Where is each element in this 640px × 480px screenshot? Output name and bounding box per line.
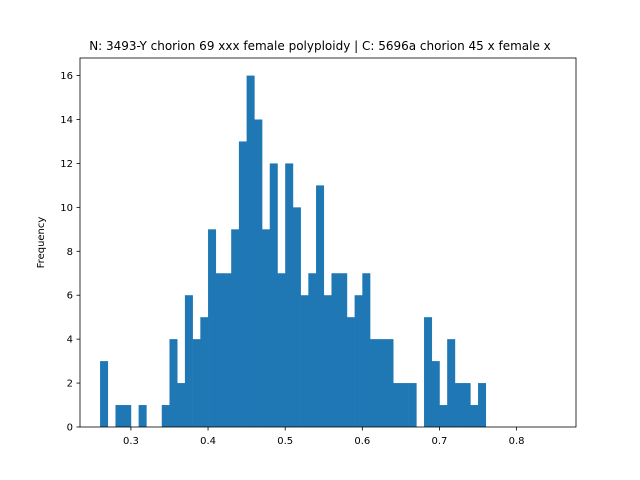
histogram-bar (470, 405, 479, 427)
chart-title: N: 3493-Y chorion 69 xxx female polyploi… (89, 39, 551, 53)
axes-frame (79, 57, 577, 428)
histogram-bar (184, 295, 193, 427)
histogram-bar (215, 273, 224, 427)
y-tick-label: 0 (67, 423, 73, 434)
histogram-bar (254, 119, 263, 427)
histogram-bar (316, 185, 325, 427)
histogram-bar (138, 405, 147, 427)
x-tick-label: 0.7 (432, 436, 448, 447)
histogram-bar (424, 317, 433, 427)
histogram-bar (177, 383, 186, 427)
histogram-bar (277, 273, 286, 427)
histogram-bar (200, 317, 209, 427)
x-tick-label: 0.8 (509, 436, 525, 447)
histogram-bar (331, 273, 340, 427)
y-tick-label: 6 (67, 291, 73, 302)
histogram-bar (385, 339, 394, 427)
histogram-bar (323, 295, 332, 427)
histogram-bar (161, 405, 170, 427)
x-axis-ticks: 0.3 0.4 0.5 0.6 0.7 0.8 (123, 427, 525, 447)
histogram-bar (123, 405, 132, 427)
bars-group (100, 75, 487, 428)
histogram-bar (262, 229, 271, 427)
histogram-bar (292, 207, 301, 427)
histogram-bar (308, 273, 317, 427)
y-tick-label: 4 (67, 335, 73, 346)
histogram-bar (431, 361, 440, 427)
histogram-bar (370, 339, 379, 427)
histogram-bar (269, 163, 278, 427)
histogram-bar (454, 383, 463, 427)
histogram-bar (478, 383, 487, 427)
histogram-bar (285, 163, 294, 427)
histogram-bar (339, 273, 348, 427)
histogram-bar (362, 273, 371, 427)
y-tick-label: 10 (60, 203, 73, 214)
histogram-bar (223, 273, 232, 427)
histogram-bar (300, 295, 309, 427)
histogram-bar (393, 383, 402, 427)
y-axis-ticks: 0 2 4 6 8 10 12 14 16 (60, 71, 80, 434)
y-tick-label: 2 (67, 379, 73, 390)
histogram-bar (192, 339, 201, 427)
histogram-bar (377, 339, 386, 427)
histogram-bar (439, 405, 448, 427)
y-tick-label: 14 (60, 115, 73, 126)
y-axis-label: Frequency (36, 217, 47, 269)
histogram-bar (400, 383, 409, 427)
x-tick-label: 0.6 (354, 436, 370, 447)
histogram-bar (246, 75, 255, 428)
histogram-bar (169, 339, 178, 427)
histogram-bar (231, 229, 240, 427)
y-tick-label: 16 (60, 71, 73, 82)
histogram-bar (354, 295, 363, 427)
histogram-bar (100, 361, 109, 427)
histogram-bar (408, 383, 417, 427)
x-tick-label: 0.5 (277, 436, 293, 447)
histogram-bar (462, 383, 471, 427)
histogram-bar (238, 141, 247, 427)
y-tick-label: 8 (67, 247, 73, 258)
histogram-bar (346, 317, 355, 427)
x-tick-label: 0.3 (123, 436, 139, 447)
y-tick-label: 12 (60, 159, 73, 170)
histogram-bar (447, 339, 456, 427)
x-tick-label: 0.4 (200, 436, 216, 447)
histogram-bar (208, 229, 217, 427)
histogram-bar (115, 405, 124, 427)
